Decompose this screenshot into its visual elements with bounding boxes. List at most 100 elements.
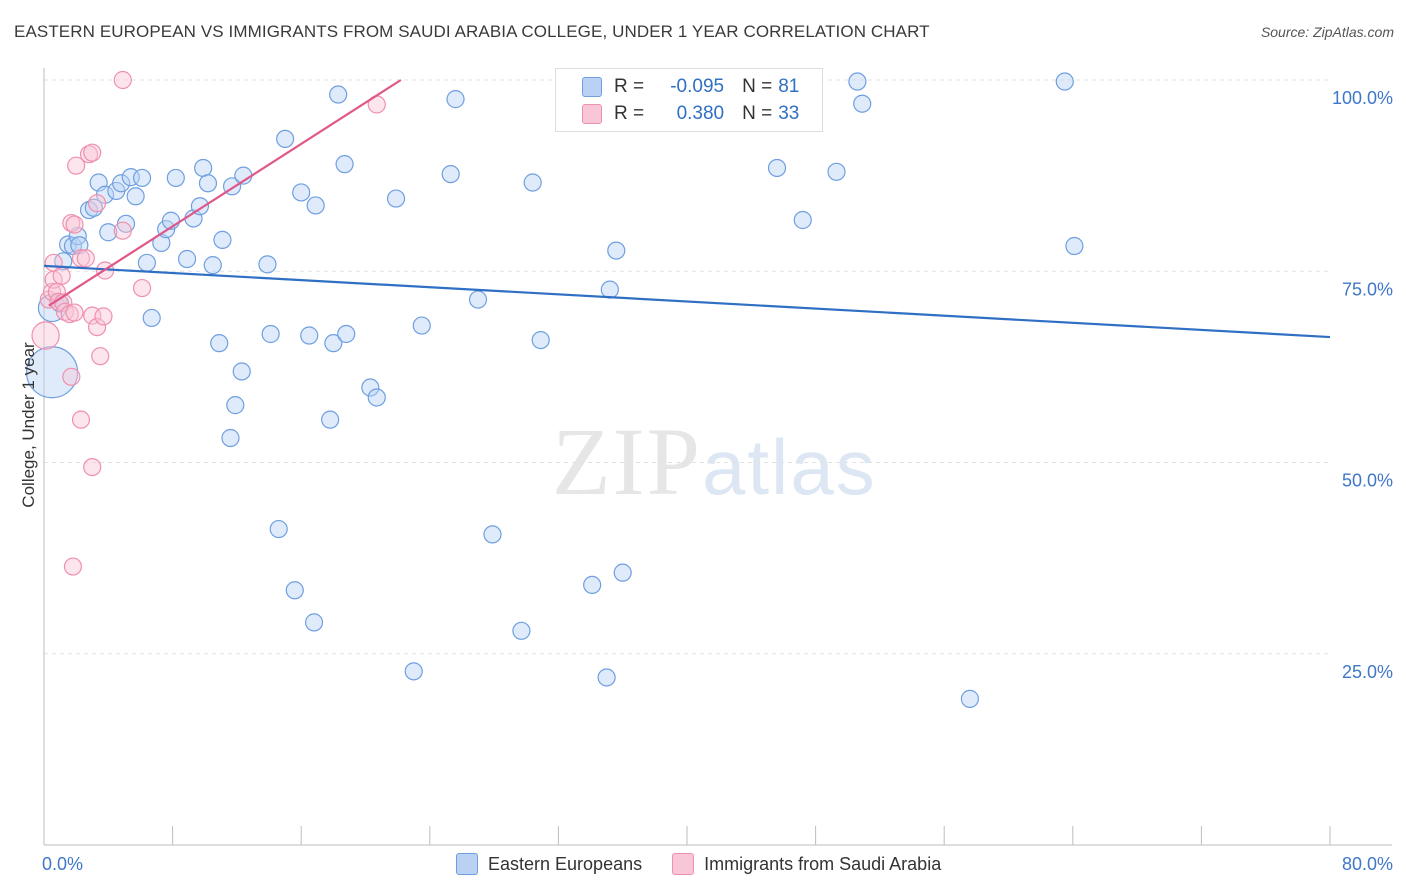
point-eastern-europeans (203, 256, 222, 275)
x-tick-label-min: 0.0% (42, 854, 83, 874)
point-eastern-europeans (306, 196, 325, 215)
series-legend-eastern-europeans: Eastern Europeans (456, 853, 642, 875)
point-saudi-arabia (94, 307, 113, 326)
point-eastern-europeans (177, 249, 197, 269)
point-eastern-europeans (321, 410, 340, 429)
legend-swatch-blue (582, 77, 602, 97)
point-eastern-europeans (142, 308, 161, 328)
point-saudi-arabia (83, 457, 102, 477)
y-axis-label: College, Under 1 year (19, 342, 38, 508)
point-eastern-europeans (412, 316, 431, 335)
point-eastern-europeans (304, 613, 324, 632)
point-eastern-europeans (446, 90, 465, 109)
point-eastern-europeans (99, 223, 118, 242)
series-swatch-pink (672, 853, 695, 875)
point-eastern-europeans (258, 255, 277, 274)
point-eastern-europeans (793, 210, 812, 230)
legend-swatch-pink (582, 104, 602, 124)
point-eastern-europeans (853, 94, 872, 113)
point-eastern-europeans (210, 334, 229, 353)
series-swatch-blue (456, 853, 478, 875)
point-eastern-europeans (269, 519, 288, 539)
point-eastern-europeans (324, 334, 343, 353)
point-saudi-arabia (91, 347, 110, 366)
point-saudi-arabia (132, 278, 152, 298)
point-eastern-europeans (512, 621, 531, 640)
point-saudi-arabia (31, 321, 60, 350)
chart-title: EASTERN EUROPEAN VS IMMIGRANTS FROM SAUD… (14, 22, 930, 41)
point-saudi-arabia (76, 249, 95, 268)
point-saudi-arabia (62, 367, 81, 386)
point-eastern-europeans (827, 162, 846, 181)
point-eastern-europeans (531, 331, 550, 350)
watermark-zip: ZIP (552, 408, 702, 515)
point-eastern-europeans (767, 158, 787, 178)
y-axis-label-wrap: College, Under 1 year (14, 260, 44, 590)
legend-r-label: R = (614, 76, 645, 97)
point-eastern-europeans (25, 346, 79, 399)
correlation-legend: R = -0.095 N = 81 R = 0.380 N = 33 (555, 68, 823, 132)
point-saudi-arabia (71, 410, 91, 429)
legend-n-value: 33 (778, 103, 800, 124)
series-label-saudi-arabia: Immigrants from Saudi Arabia (704, 853, 942, 874)
point-eastern-europeans (329, 85, 348, 104)
y-tick-label: 100.0% (1332, 88, 1393, 108)
point-eastern-europeans (137, 253, 156, 272)
legend-row-eastern-europeans: R = -0.095 N = 81 (582, 75, 799, 99)
point-saudi-arabia (55, 302, 74, 321)
legend-n-label: N = (742, 76, 773, 97)
point-eastern-europeans (285, 581, 304, 600)
watermark-atlas: atlas (702, 423, 877, 511)
point-saudi-arabia (67, 156, 86, 175)
y-tick-label: 50.0% (1342, 471, 1393, 491)
point-eastern-europeans (848, 72, 867, 91)
legend-row-saudi-arabia: R = 0.380 N = 33 (582, 102, 799, 126)
point-saudi-arabia (87, 317, 107, 337)
point-eastern-europeans (404, 662, 423, 681)
y-tick-label: 25.0% (1342, 662, 1393, 682)
point-saudi-arabia (65, 303, 84, 322)
series-legend: Eastern Europeans Immigrants from Saudi … (456, 852, 971, 876)
point-eastern-europeans (960, 689, 980, 708)
point-eastern-europeans (613, 563, 632, 582)
point-eastern-europeans (361, 378, 380, 397)
point-eastern-europeans (583, 575, 602, 595)
series-legend-saudi-arabia: Immigrants from Saudi Arabia (672, 853, 941, 875)
point-eastern-europeans (607, 241, 626, 260)
point-eastern-europeans (468, 290, 488, 309)
point-eastern-europeans (335, 155, 354, 174)
point-saudi-arabia (113, 221, 132, 240)
watermark: ZIPatlas (552, 406, 877, 517)
legend-n-label: N = (742, 103, 773, 124)
point-eastern-europeans (276, 129, 295, 149)
point-eastern-europeans (600, 280, 619, 299)
point-saudi-arabia (113, 70, 132, 90)
point-eastern-europeans (1065, 236, 1084, 256)
point-eastern-europeans (292, 183, 311, 202)
x-tick-label-max: 80.0% (1342, 854, 1393, 874)
trendline-eastern-europeans (43, 264, 1331, 339)
series-label-eastern-europeans: Eastern Europeans (488, 853, 643, 874)
point-eastern-europeans (166, 168, 185, 188)
y-tick-label: 75.0% (1342, 279, 1393, 299)
point-eastern-europeans (386, 189, 406, 208)
point-eastern-europeans (441, 164, 460, 184)
point-eastern-europeans (132, 168, 152, 188)
point-eastern-europeans (226, 396, 245, 415)
point-eastern-europeans (213, 230, 232, 249)
point-saudi-arabia (83, 143, 102, 162)
point-eastern-europeans (483, 525, 502, 544)
chart-source: Source: ZipAtlas.com (1260, 24, 1394, 40)
point-eastern-europeans (112, 174, 131, 193)
point-saudi-arabia (52, 266, 71, 285)
point-eastern-europeans (194, 158, 213, 178)
point-eastern-europeans (198, 174, 218, 193)
point-saudi-arabia (65, 215, 84, 234)
point-eastern-europeans (597, 668, 616, 687)
point-eastern-europeans (232, 362, 251, 381)
point-eastern-europeans (126, 187, 145, 206)
legend-r-value: 0.380 (676, 103, 725, 124)
legend-r-label: R = (614, 103, 645, 124)
point-eastern-europeans (337, 324, 356, 344)
